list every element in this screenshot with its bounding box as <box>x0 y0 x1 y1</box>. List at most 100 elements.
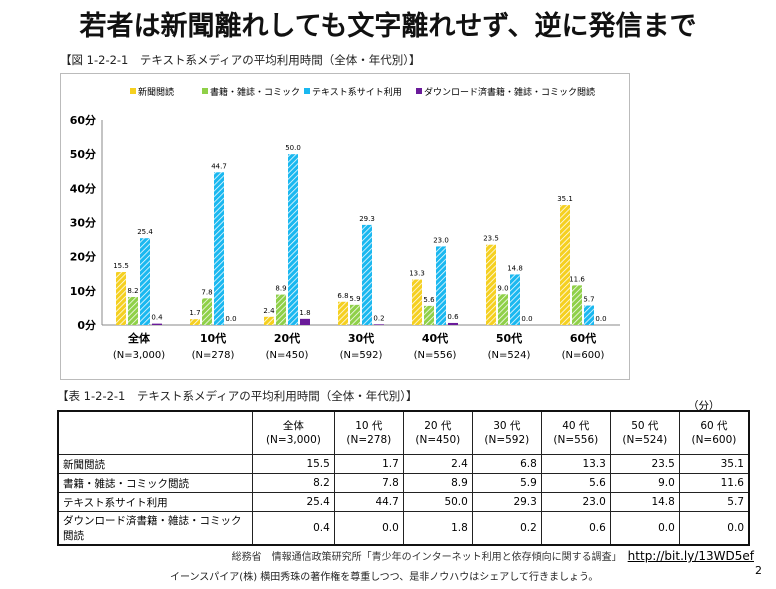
bar <box>498 294 508 325</box>
table-cell: 6.8 <box>471 454 542 474</box>
bar <box>140 238 150 325</box>
table-cell: 1.7 <box>333 454 404 474</box>
data-label: 8.9 <box>275 285 286 293</box>
header-n: (N=556) <box>553 434 599 446</box>
table-unit: （分） <box>688 400 720 412</box>
data-label: 0.4 <box>151 314 163 322</box>
y-tick-label: 0分 <box>77 318 96 332</box>
header-n: (N=278) <box>346 434 392 446</box>
source-note: 総務省 情報通信政策研究所「青少年のインターネット利用と依存傾向に関する調査」 h… <box>232 548 754 563</box>
column-header: 60 代 (N=600) <box>678 410 750 455</box>
header-label: 40 代 <box>562 420 590 432</box>
table-caption: 【表 1-2-2-1 テキスト系メディアの平均利用時間（全体・年代別）】 <box>57 389 418 403</box>
y-tick-label: 40分 <box>70 181 96 195</box>
x-tick-label: (N=592) <box>340 350 383 361</box>
data-label: 50.0 <box>285 144 301 152</box>
data-label: 23.5 <box>483 235 499 243</box>
bar <box>300 318 310 325</box>
x-tick-label: (N=524) <box>488 350 531 361</box>
table-cell: 50.0 <box>402 492 473 512</box>
data-label: 2.4 <box>263 307 275 315</box>
table-cell: 14.8 <box>609 492 680 512</box>
y-tick-label: 10分 <box>70 284 96 298</box>
table-cell: 9.0 <box>609 473 680 493</box>
slide-title: 若者は新聞離れしても文字離れせず、逆に発信まで <box>79 11 697 42</box>
data-label: 7.8 <box>201 288 212 296</box>
data-label: 25.4 <box>137 228 153 236</box>
chart-frame <box>60 73 630 380</box>
y-tick-label: 20分 <box>70 250 96 264</box>
x-tick-label: (N=3,000) <box>113 350 165 361</box>
header-n: (N=3,000) <box>265 434 321 446</box>
data-label: 29.3 <box>359 215 375 223</box>
bar <box>214 172 224 325</box>
data-label: 0.0 <box>225 315 236 323</box>
table-cell: 0.6 <box>540 511 611 546</box>
x-tick-label: 50代 <box>496 331 522 345</box>
bar-chart: 0分 10分 20分 30分 40分 50分 60分 新聞閲読 書籍・雑誌・コミック テキスト系サ… <box>70 86 620 361</box>
bar <box>350 304 360 325</box>
data-label: 0.6 <box>447 313 459 321</box>
data-label: 15.5 <box>113 262 129 270</box>
data-label: 23.0 <box>433 236 449 244</box>
column-header: 40 代 (N=556) <box>540 410 611 455</box>
bar <box>116 272 126 325</box>
data-table: 全体 (N=3,000) 10 代 (N=278) 20 代 (N=450) 30 代 (N=… <box>57 410 750 546</box>
column-header: 10 代 (N=278) <box>333 410 404 455</box>
row-label: 新聞閲読 <box>57 454 253 474</box>
data-label: 1.7 <box>189 309 200 317</box>
bar <box>374 324 384 325</box>
column-header: 30 代 (N=592) <box>471 410 542 455</box>
row-label: テキスト系サイト利用 <box>57 492 253 512</box>
bar <box>152 323 162 325</box>
legend-swatch <box>304 88 310 94</box>
table-header-row: 全体 (N=3,000) 10 代 (N=278) 20 代 (N=450) 30 代 (N=… <box>57 410 750 455</box>
data-label: 6.8 <box>337 292 348 300</box>
table-cell: 44.7 <box>333 492 404 512</box>
header-label: 20 代 <box>424 420 452 432</box>
header-label: 50 代 <box>631 420 659 432</box>
data-label: 0.2 <box>373 314 384 322</box>
table-cell: 0.4 <box>252 511 335 546</box>
header-label: 全体 <box>282 420 304 432</box>
x-tick-label: 60代 <box>570 331 596 345</box>
header-n: (N=524) <box>622 434 668 446</box>
x-tick-label: 30代 <box>348 331 374 345</box>
header-corner <box>57 410 253 455</box>
data-label: 0.0 <box>595 315 606 323</box>
table-cell: 5.9 <box>471 473 542 493</box>
column-header: 20 代 (N=450) <box>402 410 473 455</box>
data-label: 35.1 <box>557 195 573 203</box>
bar <box>436 246 446 325</box>
row-label: ダウンロード済書籍・雑誌・コミック閲読 <box>57 511 253 546</box>
data-label: 5.6 <box>423 296 435 304</box>
bar <box>412 279 422 325</box>
y-tick-label: 30分 <box>70 216 96 230</box>
legend-swatch <box>130 88 136 94</box>
table-cell: 7.8 <box>333 473 404 493</box>
bar <box>572 285 582 325</box>
x-tick-label: (N=278) <box>192 350 235 361</box>
bar <box>486 244 496 325</box>
table-row: 新聞閲読 15.5 1.7 2.4 6.8 13.3 23.5 35.1 <box>57 454 750 474</box>
data-label: 9.0 <box>497 284 508 292</box>
source-link[interactable]: http://bit.ly/13WD5ef <box>627 549 754 563</box>
legend-label: 書籍・雑誌・コミック <box>210 86 300 98</box>
table-cell: 35.1 <box>678 454 750 474</box>
header-label: 10 代 <box>355 420 383 432</box>
data-label: 5.9 <box>349 295 360 303</box>
data-label: 13.3 <box>409 270 425 278</box>
header-n: (N=592) <box>484 434 530 446</box>
table-row: ダウンロード済書籍・雑誌・コミック閲読 0.4 0.0 1.8 0.2 0.6 0.0 0.0 <box>57 511 750 546</box>
x-tick-label: (N=600) <box>562 350 605 361</box>
bar <box>288 154 298 325</box>
legend-swatch <box>416 88 422 94</box>
table-cell: 23.5 <box>609 454 680 474</box>
x-tick-label: 20代 <box>274 331 300 345</box>
data-label: 8.2 <box>127 287 138 295</box>
bar <box>276 294 286 325</box>
table-cell: 0.0 <box>333 511 404 546</box>
legend-label: 新聞閲読 <box>138 86 174 98</box>
header-label: 60 代 <box>700 420 728 432</box>
y-tick-label: 60分 <box>70 113 96 127</box>
